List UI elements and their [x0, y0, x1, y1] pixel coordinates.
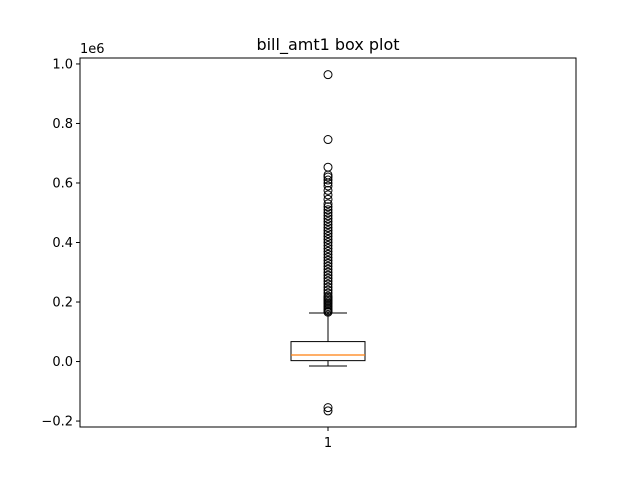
outlier-point	[323, 170, 333, 180]
outlier-point	[323, 185, 333, 195]
outlier-point	[323, 205, 333, 215]
outlier-point	[323, 190, 333, 200]
outlier-point	[323, 279, 333, 289]
outlier-point	[323, 267, 333, 277]
y-tick-label: 0.8	[52, 117, 73, 132]
y-tick-label: 0.2	[52, 296, 73, 311]
outlier-point	[323, 194, 333, 204]
y-offset-label: 1e6	[80, 42, 105, 57]
outlier-point	[323, 291, 333, 301]
y-axis: −0.2 0.0 0.2 0.4 0.6 0.8 1.0	[41, 57, 80, 430]
x-axis: 1	[324, 427, 332, 451]
outlier-point	[323, 232, 333, 242]
outlier-point	[323, 223, 333, 233]
outlier-point	[323, 202, 333, 212]
outlier-point	[323, 276, 333, 286]
outlier-point	[323, 175, 333, 185]
outlier-point	[323, 261, 333, 271]
plot-area	[290, 70, 366, 416]
outlier-point	[323, 172, 333, 182]
y-tick-label: −0.2	[41, 415, 73, 430]
outlier-point	[323, 285, 333, 295]
y-tick-label: 0.6	[52, 176, 73, 191]
iqr-box	[290, 341, 366, 362]
outlier-point	[323, 252, 333, 262]
outlier-point	[323, 282, 333, 292]
outlier-point	[323, 273, 333, 283]
outlier-point	[323, 235, 333, 245]
outlier-point	[323, 217, 333, 227]
outlier-point	[323, 406, 333, 416]
outlier-point	[323, 211, 333, 221]
outlier-point	[323, 258, 333, 268]
outlier-point	[323, 199, 333, 209]
outlier-point	[323, 255, 333, 265]
x-tick-label: 1	[324, 436, 332, 451]
outlier-point	[323, 208, 333, 218]
outlier-point	[323, 226, 333, 236]
y-tick-label: 1.0	[52, 57, 73, 72]
outlier-point	[323, 135, 333, 145]
outlier-point	[323, 270, 333, 280]
outlier-point	[323, 229, 333, 239]
outlier-point	[323, 70, 333, 80]
chart-title: bill_amt1 box plot	[256, 35, 399, 55]
outlier-point	[323, 403, 333, 413]
outlier-point	[323, 240, 333, 250]
outlier-point	[323, 264, 333, 274]
outlier-point	[323, 288, 333, 298]
outlier-point	[323, 238, 333, 247]
outlier-point	[323, 214, 333, 224]
outlier-point	[323, 246, 333, 256]
y-tick-label: 0.4	[52, 236, 73, 251]
y-tick-label: 0.0	[52, 355, 73, 370]
outlier-point	[323, 220, 333, 230]
outlier-point	[323, 249, 333, 259]
plot-frame	[79, 57, 577, 428]
outlier-point	[323, 243, 333, 253]
outlier-point	[323, 181, 333, 191]
outlier-point	[323, 162, 333, 172]
